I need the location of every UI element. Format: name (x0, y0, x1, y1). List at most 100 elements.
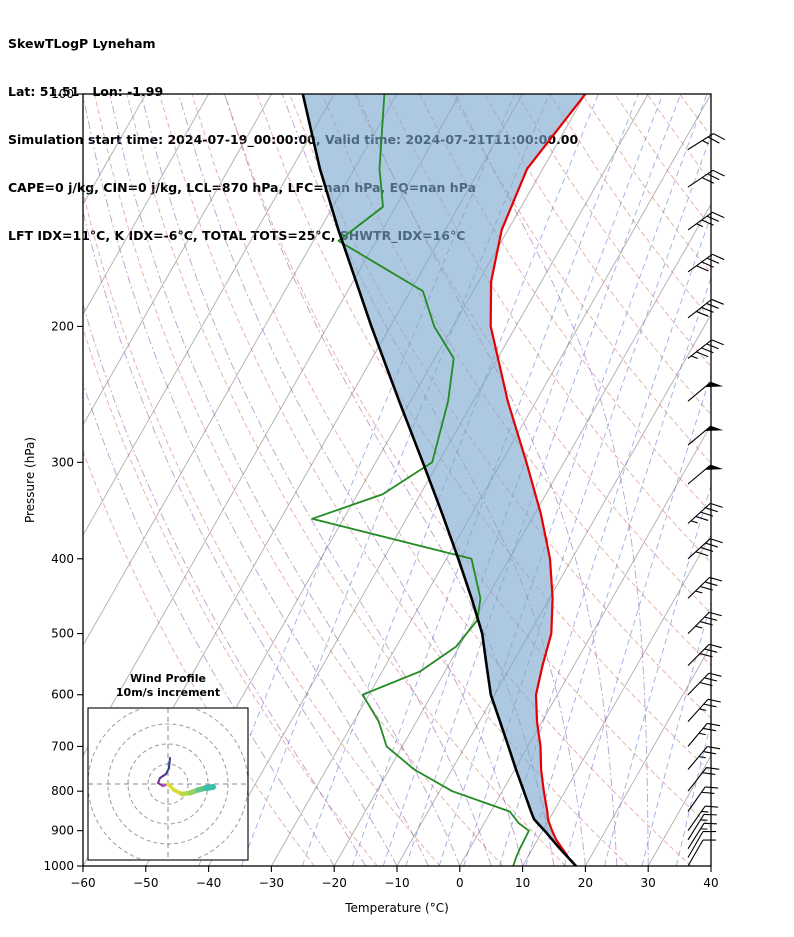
dry-adiabat-line (679, 94, 711, 137)
y-tick-label: 800 (51, 784, 74, 798)
hodograph-inset (88, 708, 248, 860)
mixing-ratio-line (301, 94, 599, 866)
mixing-ratio-line (198, 94, 516, 866)
hodograph-trace-segment (159, 773, 167, 779)
x-tick-label: −30 (259, 876, 284, 890)
dry-adiabat-line (451, 94, 711, 464)
y-tick-label: 200 (51, 319, 74, 333)
y-tick-label: 400 (51, 552, 74, 566)
isotherm-line (522, 534, 711, 866)
isotherm-line (83, 94, 272, 426)
moist-adiabat-line (281, 94, 586, 866)
hodograph-border (87, 707, 249, 861)
y-tick-label: 1000 (43, 859, 74, 873)
x-tick-label: 0 (456, 876, 464, 890)
moist-adiabat-line (83, 209, 398, 866)
x-tick-label: −10 (384, 876, 409, 890)
wind-barb (687, 339, 724, 360)
moist-adiabat-line (109, 94, 461, 866)
chart-latlon: Lat: 51.51 Lon: -1.99 (8, 84, 164, 99)
hodograph-title-line1: Wind Profile (130, 672, 206, 685)
y-tick-label: 600 (51, 688, 74, 702)
x-tick-label: 40 (703, 876, 718, 890)
temperature-line (489, 94, 587, 866)
isotherm-line (83, 94, 398, 647)
mixing-ratio-line (675, 720, 711, 866)
moist-adiabat-line (178, 94, 524, 866)
y-tick-label: 500 (51, 627, 74, 641)
hodograph-title: Wind Profile 10m/s increment (88, 672, 248, 700)
axes: −60 −50 −40 −30 −20 −10 0 10 20 30 40 100 200 300 400 5… (43, 87, 718, 890)
wind-barb (687, 698, 721, 722)
isotherm-line (647, 754, 711, 866)
wind-barb (687, 133, 726, 150)
hodograph-title-line2: 10m/s increment (115, 686, 221, 699)
wind-barb (687, 381, 724, 402)
y-axis-label: Pressure (hPa) (23, 436, 37, 524)
y-tick-label: 700 (51, 739, 74, 753)
mixing-ratio-line (603, 484, 711, 866)
x-tick-label: 30 (641, 876, 656, 890)
wind-barb (687, 830, 716, 858)
dry-adiabat-line (93, 94, 504, 866)
isotherm-line (710, 865, 711, 866)
x-tick-label: −60 (70, 876, 95, 890)
dry-adiabat-line (354, 94, 711, 615)
dry-adiabat-line (126, 94, 566, 866)
mixing-ratio-line (563, 373, 711, 866)
x-tick-label: −20 (322, 876, 347, 890)
y-tick-label: 100 (51, 87, 74, 101)
x-tick-label: 10 (515, 876, 530, 890)
wind-barb (687, 464, 724, 485)
dry-adiabat-line (419, 94, 711, 514)
isotherm-line (83, 94, 335, 537)
dry-adiabat-line (83, 449, 315, 866)
wind-barb (687, 538, 723, 560)
y-tick-label: 900 (51, 824, 74, 838)
dry-adiabat-line (646, 94, 711, 183)
wind-barb (687, 839, 716, 867)
mixing-ratio-line (351, 94, 639, 866)
sounding-profiles (301, 94, 587, 866)
wind-barb (687, 813, 717, 841)
dry-adiabat-line (581, 94, 711, 274)
x-tick-label: 20 (578, 876, 593, 890)
isotherm-line (774, 94, 794, 866)
isotherm-line (585, 644, 711, 866)
y-tick-label: 300 (51, 455, 74, 469)
wind-barb (687, 169, 725, 188)
dry-adiabat-line (289, 94, 711, 719)
dry-adiabat-line (516, 94, 711, 368)
chart-title: SkewTLogP Lyneham (8, 36, 156, 51)
moist-adiabat-line (454, 94, 649, 866)
dry-adiabat-line (484, 94, 711, 416)
dry-adiabat-line (83, 190, 441, 866)
hodograph-trace-segment (165, 767, 170, 775)
moist-adiabat-line (356, 94, 618, 866)
isotherm-line (333, 203, 711, 866)
wind-barb (687, 611, 722, 634)
mixing-ratio-line (405, 94, 682, 866)
dry-adiabat-line (549, 94, 711, 321)
wind-barb (687, 253, 725, 273)
moist-adiabat-line (83, 302, 366, 866)
mixing-ratio-line (382, 94, 664, 866)
wind-barb (687, 786, 719, 812)
wind-barb (687, 822, 717, 850)
wind-barb (687, 425, 724, 446)
mixing-ratio-line (525, 276, 711, 866)
dry-adiabat-line (158, 94, 629, 866)
moist-adiabat-line (83, 94, 429, 866)
isotherm-line (83, 94, 209, 316)
dewpoint-line (311, 94, 530, 866)
dry-adiabat-line (83, 327, 378, 866)
wind-barb (687, 722, 721, 747)
x-tick-label: −50 (133, 876, 158, 890)
mixing-ratio-line (240, 94, 550, 866)
moist-adiabat-line (83, 381, 335, 866)
negative-area-shading (302, 94, 586, 866)
wind-barb (687, 805, 719, 832)
wind-barb (687, 576, 723, 599)
